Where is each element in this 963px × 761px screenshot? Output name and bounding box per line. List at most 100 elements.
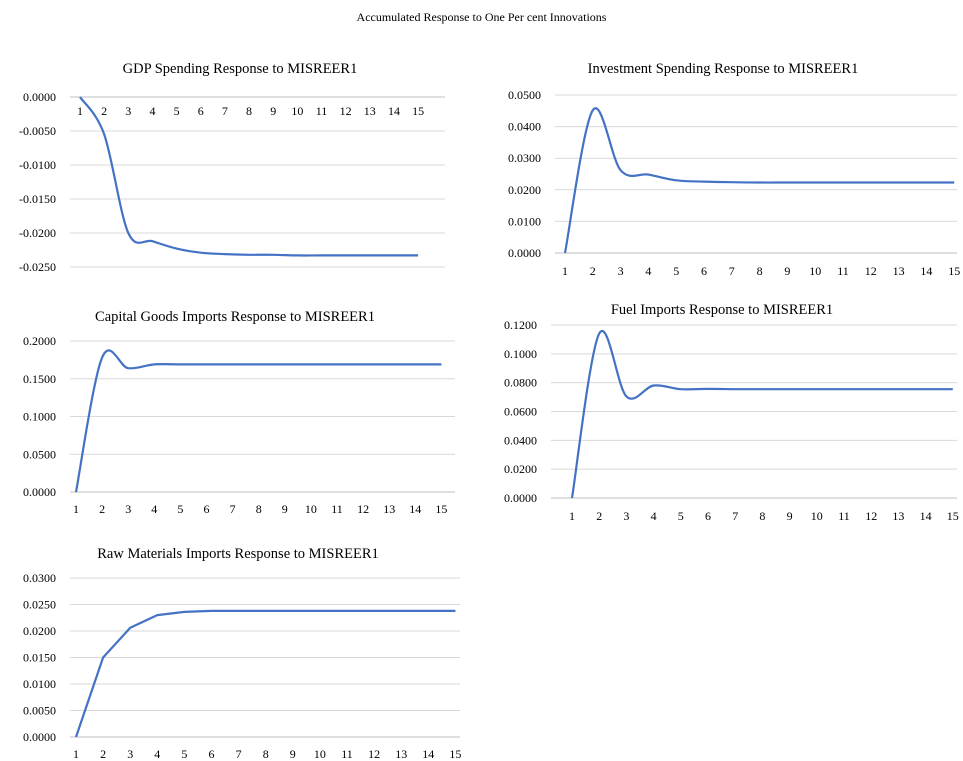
data-point	[292, 610, 294, 612]
series-line	[565, 108, 954, 253]
x-tick-label: 5	[177, 502, 183, 516]
x-tick-label: 8	[759, 509, 765, 523]
data-point	[571, 497, 573, 499]
data-point	[898, 181, 900, 183]
data-point	[786, 181, 788, 183]
data-point	[953, 181, 955, 183]
y-tick-label: 0.0200	[504, 462, 537, 476]
x-tick-label: 5	[678, 509, 684, 523]
data-point	[620, 169, 622, 171]
x-tick-label: 1	[569, 509, 575, 523]
chart-title: Fuel Imports Response to MISREER1	[611, 302, 833, 318]
data-point	[258, 363, 260, 365]
x-tick-label: 3	[125, 104, 131, 118]
data-point	[675, 179, 677, 181]
x-tick-label: 11	[331, 502, 343, 516]
data-point	[417, 254, 419, 256]
y-tick-label: 0.0300	[508, 151, 541, 165]
x-tick-label: 2	[590, 264, 596, 278]
data-point	[703, 180, 705, 182]
data-point	[731, 181, 733, 183]
data-point	[759, 181, 761, 183]
data-point	[625, 395, 627, 397]
data-point	[232, 363, 234, 365]
series-line	[76, 611, 455, 737]
series-line	[76, 350, 441, 492]
data-point	[127, 367, 129, 369]
x-tick-label: 13	[893, 264, 905, 278]
data-point	[310, 363, 312, 365]
x-tick-label: 10	[811, 509, 823, 523]
data-point	[346, 610, 348, 612]
data-point	[103, 133, 105, 135]
x-tick-label: 6	[209, 747, 215, 761]
x-tick-label: 15	[435, 502, 447, 516]
x-tick-label: 8	[256, 502, 262, 516]
x-tick-label: 7	[230, 502, 236, 516]
x-tick-label: 8	[246, 104, 252, 118]
x-tick-label: 7	[222, 104, 228, 118]
data-point	[814, 181, 816, 183]
x-tick-label: 5	[174, 104, 180, 118]
y-tick-label: 0.1000	[504, 347, 537, 361]
data-point	[101, 357, 103, 359]
x-tick-label: 1	[562, 264, 568, 278]
x-tick-label: 8	[757, 264, 763, 278]
x-tick-label: 15	[412, 104, 424, 118]
y-tick-label: -0.0100	[19, 158, 56, 172]
data-point	[427, 610, 429, 612]
y-tick-label: 0.0250	[23, 598, 56, 612]
x-tick-label: 1	[77, 104, 83, 118]
chart-capital-goods-imports: Capital Goods Imports Response to MISREE…	[0, 303, 470, 528]
x-tick-label: 3	[623, 509, 629, 523]
chart-title: Capital Goods Imports Response to MISREE…	[95, 309, 375, 325]
x-tick-label: 9	[282, 502, 288, 516]
x-tick-label: 13	[364, 104, 376, 118]
y-tick-label: 0.0800	[504, 376, 537, 390]
x-tick-label: 15	[948, 264, 960, 278]
data-point	[210, 610, 212, 612]
data-point	[373, 610, 375, 612]
x-tick-label: 11	[316, 104, 328, 118]
data-point	[183, 611, 185, 613]
x-tick-label: 6	[701, 264, 707, 278]
y-tick-label: 0.0200	[508, 183, 541, 197]
x-tick-label: 10	[314, 747, 326, 761]
x-tick-label: 3	[127, 747, 133, 761]
y-tick-label: 0.0000	[23, 90, 56, 104]
data-point	[179, 363, 181, 365]
y-tick-label: 0.0000	[23, 485, 56, 499]
data-point	[789, 388, 791, 390]
data-point	[564, 252, 566, 254]
y-tick-label: 0.0600	[504, 405, 537, 419]
y-tick-label: 0.1200	[504, 318, 537, 332]
y-tick-label: -0.0150	[19, 192, 56, 206]
data-point	[897, 388, 899, 390]
x-tick-label: 14	[422, 747, 434, 761]
y-tick-label: 0.0150	[23, 651, 56, 665]
data-point	[75, 736, 77, 738]
data-point	[400, 610, 402, 612]
chart-raw-materials-imports: Raw Materials Imports Response to MISREE…	[0, 538, 470, 761]
data-point	[843, 388, 845, 390]
x-tick-label: 9	[270, 104, 276, 118]
data-point	[224, 253, 226, 255]
chart-fuel-imports: Fuel Imports Response to MISREER1 0.0000 0…	[485, 298, 963, 528]
data-point	[272, 254, 274, 256]
data-point	[393, 254, 395, 256]
x-tick-label: 9	[784, 264, 790, 278]
data-point	[454, 610, 456, 612]
data-point	[592, 109, 594, 111]
data-point	[248, 254, 250, 256]
data-point	[761, 388, 763, 390]
x-tick-label: 13	[892, 509, 904, 523]
x-tick-label: 3	[125, 502, 131, 516]
y-tick-label: 0.0100	[508, 214, 541, 228]
data-point	[102, 656, 104, 658]
chart-title: Investment Spending Response to MISREER1	[588, 61, 859, 77]
y-tick-label: 0.0050	[23, 704, 56, 718]
x-tick-label: 4	[645, 264, 651, 278]
x-tick-label: 12	[340, 104, 352, 118]
x-tick-label: 13	[395, 747, 407, 761]
x-tick-label: 10	[305, 502, 317, 516]
